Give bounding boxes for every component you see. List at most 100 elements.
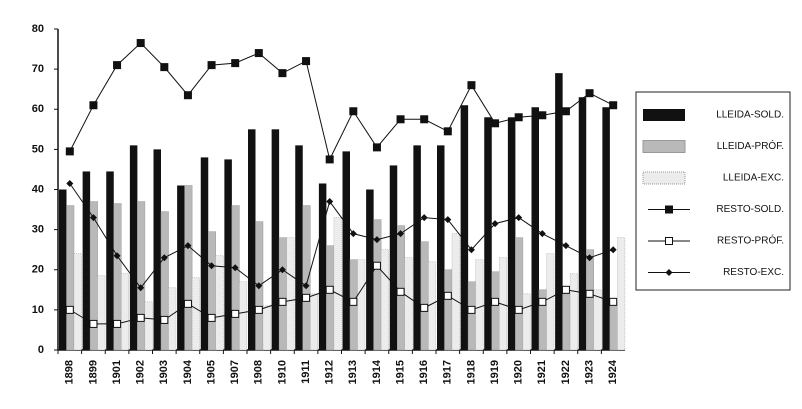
bar <box>546 253 555 351</box>
point <box>467 81 476 90</box>
y-tick-label: 70 <box>32 63 44 75</box>
point <box>302 282 310 290</box>
bar <box>569 273 578 351</box>
bar <box>160 211 169 351</box>
point <box>89 319 98 328</box>
point <box>113 319 122 328</box>
y-tick-label: 20 <box>32 264 44 276</box>
point <box>254 49 263 58</box>
point <box>420 115 429 124</box>
point <box>207 313 216 322</box>
bar <box>302 205 311 351</box>
bar <box>389 165 398 350</box>
x-tick-label: 1918 <box>465 360 477 384</box>
bar <box>357 259 366 351</box>
point <box>467 246 475 254</box>
x-tick-label: 1923 <box>583 360 595 384</box>
x-tick-label: 1898 <box>64 360 76 384</box>
point <box>609 101 618 110</box>
point <box>561 107 570 116</box>
x-tick-label: 1901 <box>111 360 123 384</box>
x-tick-label: 1911 <box>300 360 312 384</box>
point <box>609 246 617 254</box>
line <box>69 183 614 289</box>
bar <box>106 171 114 350</box>
point <box>373 236 381 244</box>
bar <box>59 189 67 350</box>
point <box>89 214 97 222</box>
point <box>585 289 594 298</box>
bar <box>397 225 405 351</box>
point <box>538 230 546 238</box>
point <box>325 285 334 294</box>
bar <box>507 117 516 351</box>
legend-label: RESTO-EXC. <box>723 267 784 278</box>
y-tick-label: 10 <box>32 304 44 316</box>
x-tick-label: 1922 <box>560 360 572 384</box>
bar <box>586 249 594 351</box>
bar <box>310 293 318 351</box>
point <box>136 39 145 48</box>
x-tick-label: 1904 <box>182 359 194 384</box>
bar <box>366 189 374 350</box>
point <box>420 214 428 222</box>
bar <box>475 259 484 351</box>
x-tick-label: 1917 <box>442 360 454 384</box>
point <box>515 214 523 222</box>
point <box>609 297 618 306</box>
bar <box>248 129 256 350</box>
legend-swatch <box>643 109 685 121</box>
point <box>66 179 74 187</box>
point <box>491 297 500 306</box>
bar <box>333 217 342 351</box>
point <box>113 61 122 70</box>
point <box>538 297 547 306</box>
point <box>562 242 570 250</box>
bar <box>113 203 122 351</box>
point <box>65 147 74 156</box>
point <box>278 69 287 78</box>
bar <box>239 281 248 351</box>
x-tick-label: 1902 <box>135 360 147 384</box>
legend-marker <box>665 205 673 214</box>
bar <box>184 185 193 351</box>
x-tick-label: 1921 <box>536 360 548 384</box>
bar <box>491 271 500 351</box>
point <box>443 291 452 300</box>
point <box>396 287 405 296</box>
y-tick-label: 30 <box>32 224 44 236</box>
point <box>160 254 168 262</box>
bar <box>380 249 389 351</box>
bar <box>286 237 295 351</box>
bar <box>578 97 587 351</box>
point <box>396 115 405 124</box>
y-tick-label: 80 <box>32 23 44 35</box>
bar <box>200 157 209 350</box>
point <box>113 252 121 260</box>
bar <box>460 105 469 350</box>
bar <box>191 277 200 351</box>
bar <box>82 171 91 350</box>
bar <box>413 145 421 350</box>
point <box>325 155 334 164</box>
point <box>160 63 169 72</box>
bar <box>73 253 82 351</box>
bar <box>562 293 571 351</box>
x-tick-label: 1914 <box>371 359 383 384</box>
point <box>491 220 499 228</box>
point <box>208 262 216 270</box>
bar <box>224 159 232 350</box>
point <box>231 309 240 318</box>
point <box>326 198 334 206</box>
point <box>207 61 216 70</box>
legend-marker <box>665 269 673 276</box>
point <box>444 216 452 224</box>
bar <box>428 261 437 351</box>
bar <box>342 151 350 350</box>
point <box>467 305 476 314</box>
point <box>538 111 547 120</box>
x-tick-label: 1899 <box>87 360 99 384</box>
point <box>561 285 570 294</box>
x-tick-label: 1920 <box>513 360 525 384</box>
x-tick-label: 1924 <box>607 359 619 384</box>
